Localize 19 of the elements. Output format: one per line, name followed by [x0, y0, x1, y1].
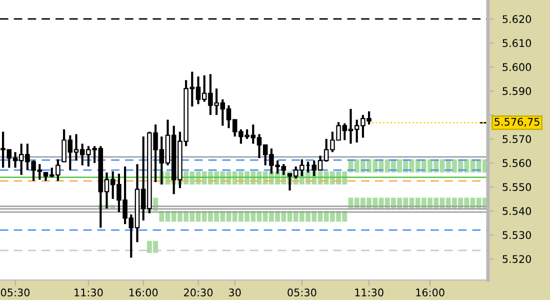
y-tick-label: 5.620	[502, 15, 532, 24]
x-tick-label: 11:30	[355, 288, 384, 296]
x-tick-label: 16:00	[416, 288, 444, 296]
y-tick-label: 5.550	[502, 183, 532, 192]
x-tick-label: 30	[229, 288, 241, 296]
x-tick-label: 11:30	[74, 288, 103, 296]
y-tick-label: 5.540	[502, 207, 532, 216]
y-tick-label: 5.590	[502, 87, 532, 96]
y-tick-label: 5.570	[502, 135, 532, 144]
ref-line-label: 5.576,75	[494, 118, 540, 127]
y-tick-label: 5.600	[502, 63, 532, 72]
y-tick-label: 5.520	[502, 255, 532, 263]
x-tick-label: 05:30	[0, 288, 30, 296]
x-tick-label: 20:30	[184, 288, 213, 296]
x-tick-label: 05:30	[288, 288, 316, 296]
y-tick-label: 5.610	[502, 39, 532, 48]
y-tick-label: 5.530	[502, 231, 532, 239]
x-tick-label: 16:00	[129, 288, 158, 296]
y-tick-label: 5.560	[502, 159, 532, 168]
